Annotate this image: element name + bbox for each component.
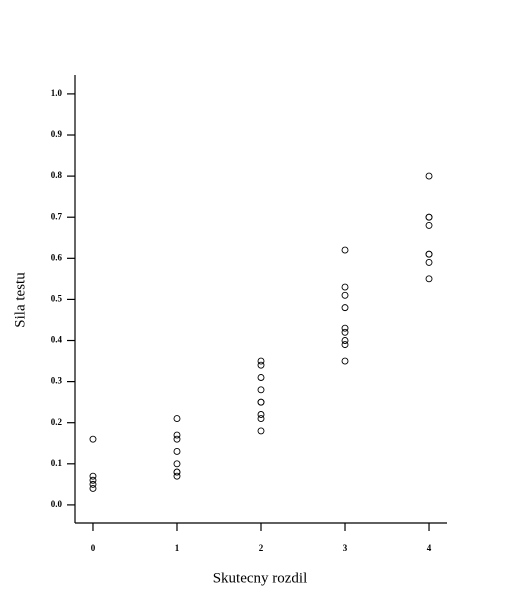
point [257,386,265,394]
point [173,448,181,455]
point [425,221,433,229]
x-tick-label: 3 [343,543,348,553]
y-tick-label: 0.1 [51,458,63,468]
point [257,427,265,435]
y-tick-label: 0.9 [51,129,63,139]
x-tick-label: 4 [427,543,432,553]
point [341,337,349,344]
point [341,324,349,332]
point [257,361,265,369]
point [89,480,97,488]
y-tick-label: 0.6 [51,252,63,262]
point [173,435,181,443]
point [173,431,181,439]
y-tick-label: 1.0 [51,88,63,98]
x-tick-label: 0 [91,543,96,553]
point [257,398,265,406]
point [257,374,265,381]
point [341,291,349,299]
point [341,304,349,312]
point [341,341,349,349]
point [89,476,97,484]
point [89,485,97,492]
y-tick-label: 0.5 [51,293,63,303]
point [257,415,265,423]
y-tick-label: 0.8 [51,170,63,180]
point [341,357,349,365]
y-axis-label: Sila testu [12,272,28,328]
point [89,435,97,443]
point [341,328,349,336]
y-tick-label: 0.0 [51,499,63,509]
y-tick-label: 0.4 [51,335,63,345]
point [341,246,349,254]
y-tick-label: 0.3 [51,376,63,386]
point [425,250,433,258]
point [89,472,97,480]
point [257,411,265,418]
point [173,415,181,423]
x-tick-label: 1 [175,543,180,553]
point [425,172,433,180]
point [173,472,181,480]
x-axis-label: Skutecny rozdil [213,570,308,586]
point [173,468,181,476]
point [425,258,433,266]
x-tick-label: 2 [259,543,264,553]
y-tick-label: 0.2 [51,417,63,427]
point [341,283,349,291]
point [173,460,181,468]
y-tick-label: 0.7 [51,211,63,221]
point [425,275,433,283]
point [425,213,433,221]
point [257,357,265,365]
